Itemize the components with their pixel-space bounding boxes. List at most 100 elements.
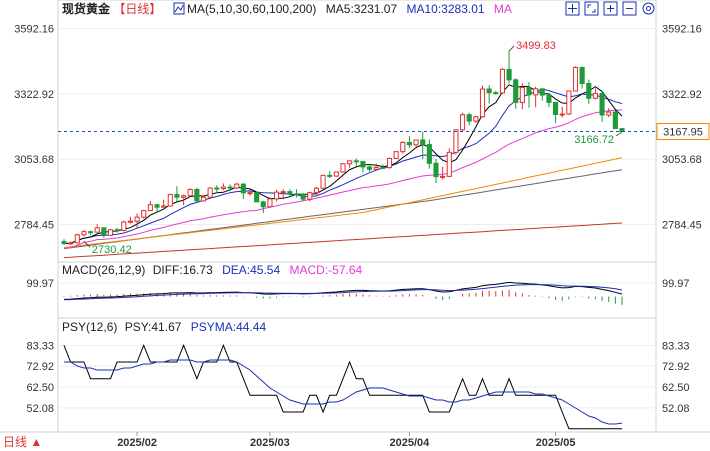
- candle-up: [200, 196, 207, 202]
- candle-down: [154, 204, 160, 208]
- macd-diff-line: [63, 281, 623, 300]
- candle-up: [559, 113, 565, 116]
- candle-up: [74, 234, 80, 244]
- crosshair-icon[interactable]: [565, 1, 580, 16]
- high-annotation: 3499.83: [516, 40, 556, 52]
- zoom-in-icon[interactable]: [603, 1, 618, 16]
- ma60-line: [63, 157, 623, 248]
- psy-legend: PSY(12,6) PSY:41.67 PSYMA:44.44: [62, 320, 266, 334]
- macd-dea: DEA:45.54: [222, 263, 280, 277]
- ma30-line: [63, 109, 623, 249]
- price-axis-label-right: 3053.68: [662, 154, 702, 166]
- candle-up: [134, 216, 140, 222]
- psyma-line: [64, 359, 623, 425]
- candle-down: [433, 162, 439, 178]
- candle-up: [440, 175, 446, 178]
- candle-down: [406, 141, 412, 146]
- candle-up: [161, 205, 167, 208]
- candle-down: [61, 241, 67, 245]
- candle-up: [68, 242, 74, 245]
- macd-value: MACD:-57.64: [289, 263, 362, 277]
- candle-down: [380, 166, 386, 169]
- candle-up: [121, 221, 127, 231]
- candle-down: [493, 92, 499, 95]
- fullscreen-icon[interactable]: [584, 1, 599, 16]
- psy-value: PSY:41.67: [125, 320, 182, 334]
- macd-panel: [63, 281, 623, 305]
- zoom-out-icon[interactable]: [622, 1, 637, 16]
- psy-axis-label-right: 62.50: [662, 382, 690, 394]
- x-axis-label: 2025/04: [390, 437, 431, 449]
- candle-up: [207, 187, 213, 198]
- candle-up: [572, 66, 579, 92]
- period-tag: 【日线】: [113, 2, 161, 16]
- low-left-annotation: 2730.42: [92, 244, 132, 256]
- candle-down: [546, 94, 552, 103]
- candle-up: [307, 192, 313, 200]
- candle-down: [513, 79, 519, 103]
- candle-down: [174, 194, 180, 198]
- candle-up: [393, 151, 399, 159]
- candle-up: [592, 92, 598, 99]
- candle-down: [420, 139, 426, 146]
- candle-up: [533, 88, 539, 96]
- candle-down: [553, 101, 559, 116]
- macd-axis-label-left: 99.97: [26, 278, 54, 290]
- candle-down: [293, 193, 300, 196]
- candle-down: [367, 166, 373, 170]
- candle-down: [579, 66, 585, 84]
- high-pointer: [508, 45, 515, 52]
- candle-down: [214, 187, 220, 190]
- ma-legend-icon[interactable]: [173, 2, 185, 15]
- x-axis-label: 2025/02: [117, 437, 157, 449]
- macd-diff: DIFF:16.73: [153, 263, 213, 277]
- candle-up: [220, 186, 226, 190]
- candle-down: [486, 88, 492, 94]
- candle-down: [88, 231, 94, 234]
- ma200-line: [63, 222, 623, 259]
- psy-axis-label-left: 62.50: [26, 382, 54, 394]
- candle-up: [94, 227, 100, 233]
- ma-legend: MA(5,10,30,60,100,200) MA5:3231.07 MA10:…: [187, 2, 512, 16]
- candle-up: [167, 194, 173, 207]
- candle-down: [227, 186, 233, 189]
- candle-up: [313, 187, 319, 194]
- candle-up: [499, 68, 505, 94]
- current-price-label: 3167.95: [663, 127, 703, 139]
- candle-down: [599, 92, 605, 116]
- axis-labels: 3592.16 3592.16 3322.92 3322.92 3053.68 3053.…: [14, 24, 702, 449]
- candle-down: [586, 82, 592, 99]
- candle-up: [81, 231, 87, 236]
- candle-up: [247, 192, 253, 195]
- candle-up: [446, 151, 452, 177]
- candle-down: [466, 114, 472, 122]
- candle-down: [612, 111, 618, 130]
- candle-down: [353, 160, 359, 163]
- candle-up: [460, 114, 466, 131]
- candle-down: [240, 183, 246, 194]
- price-axis-label-right: 2784.45: [662, 220, 702, 232]
- psy-axis-label-left: 72.92: [26, 361, 54, 373]
- candle-up: [274, 191, 280, 200]
- candle-up: [566, 90, 572, 115]
- candle-up: [127, 220, 133, 223]
- psy-axis-label-left: 52.08: [26, 403, 54, 415]
- candle-down: [114, 229, 120, 232]
- candle-up: [141, 210, 147, 218]
- settings-icon[interactable]: [642, 2, 655, 15]
- candle-up: [234, 183, 240, 189]
- period-button[interactable]: 日线 ▲: [3, 435, 42, 449]
- x-axis-label: 2025/03: [250, 437, 290, 449]
- candle-down: [360, 161, 366, 168]
- panel-frames: [0, 0, 710, 433]
- candle-up: [386, 157, 393, 169]
- candle-up: [606, 111, 612, 116]
- candle-up: [413, 139, 419, 146]
- low-left-pointer: [83, 240, 91, 248]
- candle-down: [254, 192, 260, 203]
- candle-up: [479, 88, 486, 118]
- ma-extra: MA: [494, 2, 512, 16]
- candle-down: [260, 201, 266, 208]
- psy-title: PSY(12,6): [62, 320, 117, 334]
